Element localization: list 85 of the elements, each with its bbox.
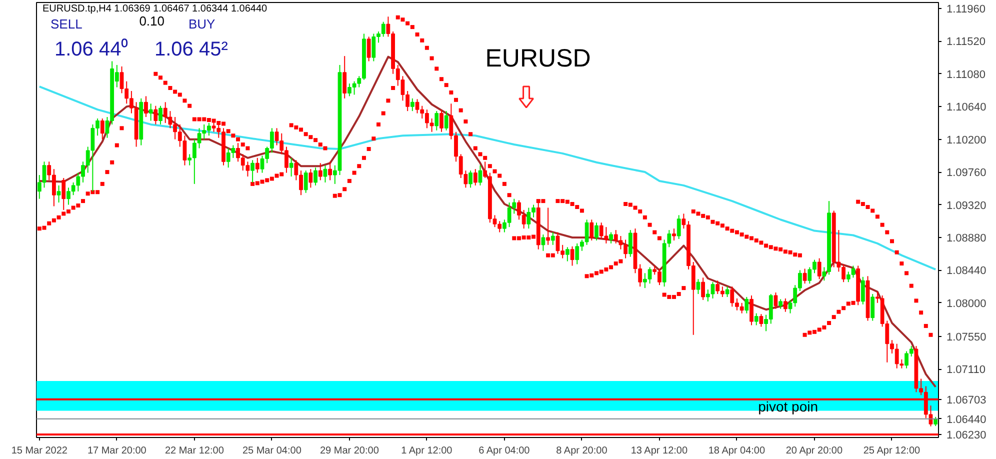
x-tick-label: 25 Apr 12:00 [863,446,921,456]
y-tick-label: 1.10640 [946,102,986,114]
candlestick [870,293,875,322]
candlestick [148,103,153,122]
annotation: 1.06 44⁰ [54,38,128,60]
y-tick-label: 1.11520 [946,36,986,48]
x-tick-label: 20 Apr 20:00 [786,446,844,456]
y-tick-label: 1.07110 [946,364,986,376]
ref-line-label: 1.06230 [946,430,986,442]
x-tick-label: 1 Apr 12:00 [401,446,453,456]
band-label: pivot poin [758,398,818,415]
candlestick [570,246,574,266]
candlestick [546,207,550,246]
candlestick [478,164,482,186]
candlestick [444,110,448,131]
candlestick [934,416,938,427]
candlestick [440,109,444,132]
candlestick [154,105,158,125]
candlestick [342,56,347,99]
candlestick [628,230,632,258]
candlestick [541,234,546,252]
candlestick [783,298,788,312]
candlestick [56,184,61,204]
y-tick-label: 1.10200 [946,134,986,146]
annotation: SELL [50,16,82,32]
candlestick [434,110,439,131]
candlestick [744,296,749,314]
annotation: 0.10 [139,14,165,28]
x-tick-label: 6 Apr 04:00 [478,446,530,456]
candlestick [328,161,332,181]
candlestick [672,228,676,241]
x-tick-label: 17 Mar 20:00 [87,446,147,456]
candlestick [590,219,594,241]
x-tick-label: 8 Apr 20:00 [556,446,608,456]
annotation: 1.06 45² [154,38,228,60]
candlestick [725,286,730,298]
y-tick-label: 1.08000 [946,298,986,310]
text: EURUSD [485,44,591,72]
y-tick-label: 1.07550 [946,331,986,344]
candlestick [158,105,162,125]
candlestick [100,118,104,140]
candlestick [594,222,598,241]
candlestick [778,298,783,310]
candlestick [144,96,148,118]
candlestick [304,170,308,194]
candlestick [701,277,706,300]
ref-line-label: 1.06440 [946,414,986,426]
candlestick [308,168,313,188]
x-tick-label: 15 Mar 2022 [11,446,68,456]
y-tick-label: 1.11960 [946,3,986,16]
candlestick [318,162,322,181]
candlestick [676,214,681,240]
candlestick [410,98,414,112]
candlestick [609,232,613,244]
candlestick [817,258,822,280]
candlestick [473,168,478,186]
annotation: BUY [188,16,216,32]
y-tick-label: 1.08880 [946,232,986,244]
candlestick [696,278,700,294]
candlestick [774,292,778,310]
x-tick-label: 13 Apr 12:00 [630,446,688,456]
candlestick [468,170,472,188]
candlestick [255,157,260,174]
line-series [38,86,937,270]
candlestick [759,314,764,328]
x-tick-label: 22 Mar 12:00 [164,446,224,456]
candlestick [314,167,318,186]
candlestick [860,276,865,305]
annotation: EURUSD.tp,H4 1.06369 1.06467 1.06344 1.06440 [42,4,268,14]
candlestick [754,312,758,326]
y-tick-label: 1.11080 [946,68,986,81]
y-tick-label: 1.09760 [946,167,986,180]
y-tick-label: 1.09320 [946,200,986,212]
y-tick-label: 1.08440 [946,265,986,278]
candlestick [750,294,754,326]
x-tick-label: 25 Mar 04:00 [242,446,302,456]
x-tick-label: 29 Mar 20:00 [320,446,380,456]
candlestick [366,36,371,62]
x-tick-label: 18 Apr 04:00 [708,446,766,456]
candlestick [565,246,570,262]
ref-line-label: 1.06703 [946,394,986,406]
candlestick [550,232,555,246]
candlestick [802,268,807,284]
candlestick [323,164,328,183]
candlestick [289,157,294,177]
